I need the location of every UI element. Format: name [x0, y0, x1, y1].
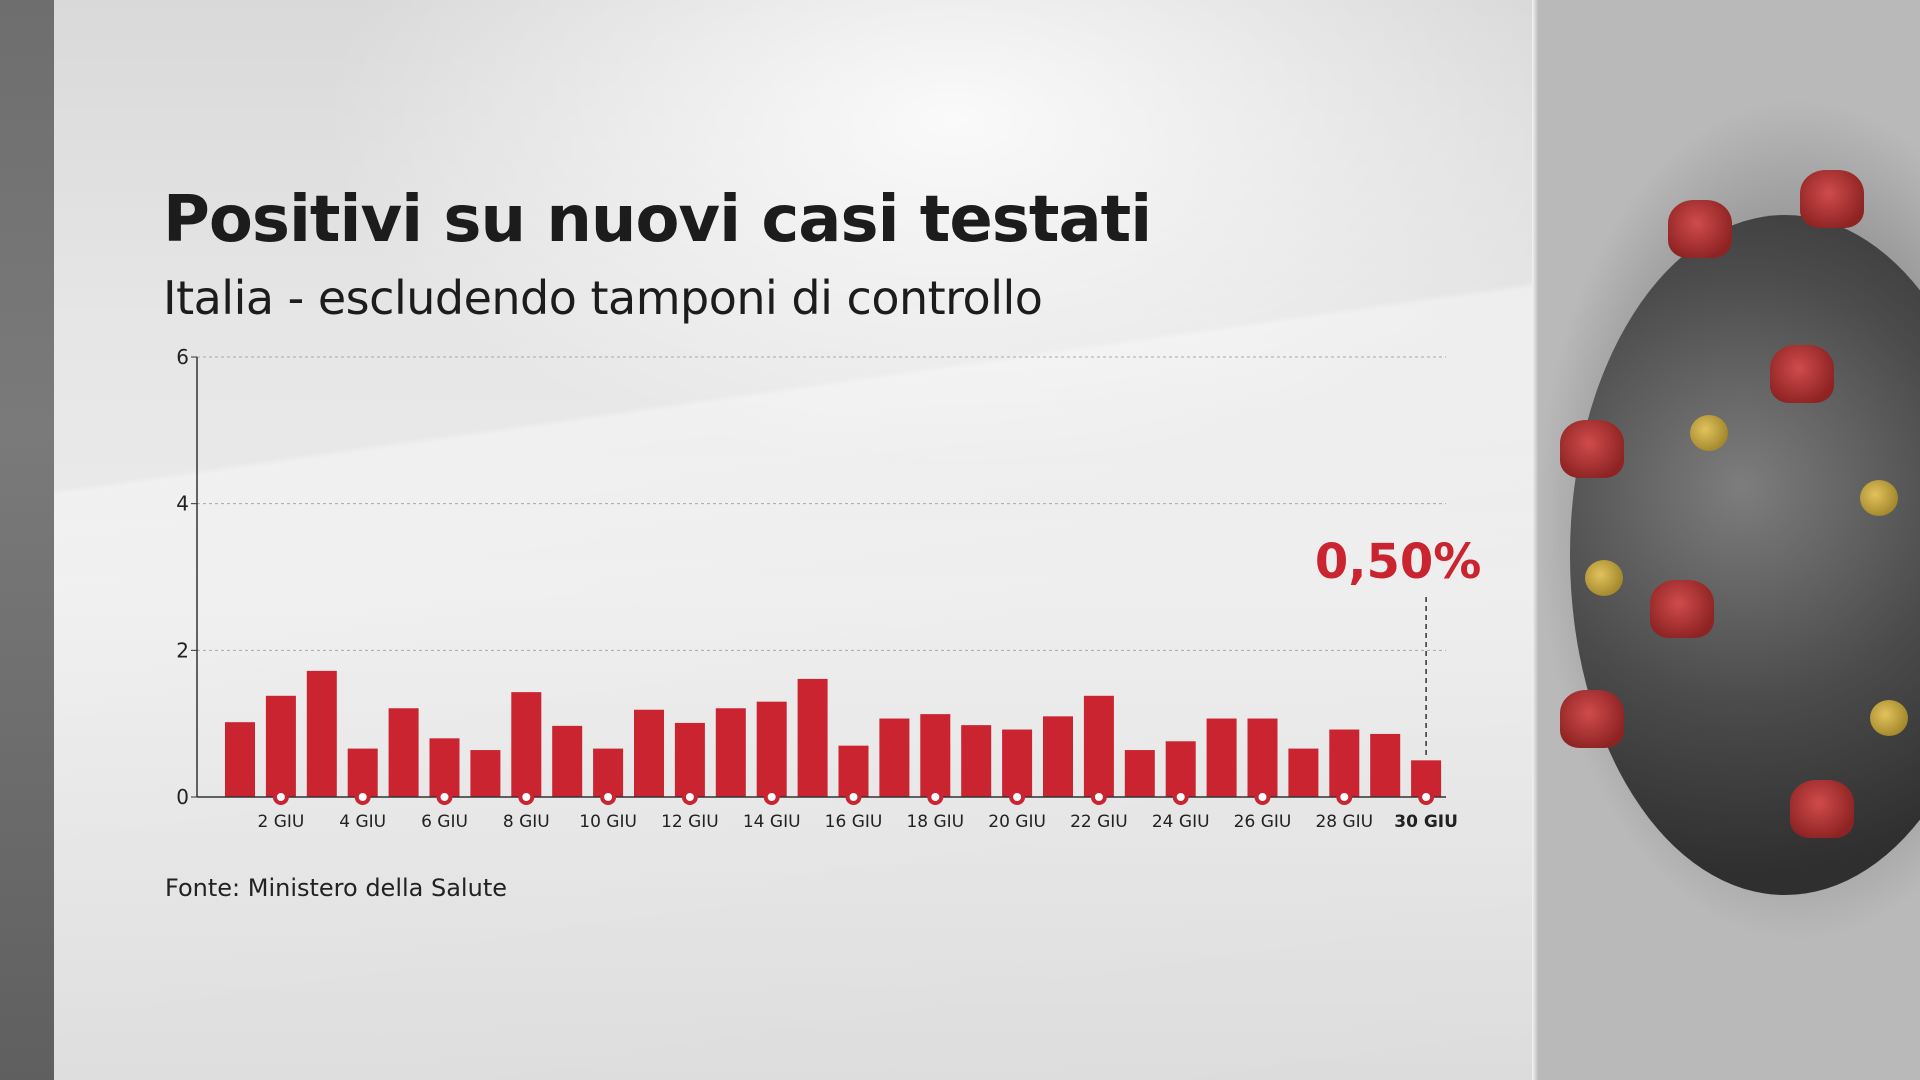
x-tick-label: 8 GIU: [503, 812, 550, 832]
x-tick-label: 4 GIU: [339, 812, 386, 832]
bar: [225, 722, 255, 797]
x-tick-marker: [927, 789, 944, 805]
bar: [961, 725, 992, 797]
virus-spike: [1560, 690, 1624, 748]
bar: [1370, 733, 1401, 797]
bar: [1083, 695, 1114, 797]
x-tick-label: 28 GIU: [1315, 812, 1373, 832]
x-tick-marker: [763, 789, 780, 805]
x-tick-marker: [272, 789, 289, 805]
bar: [429, 738, 460, 797]
bar: [1002, 729, 1033, 797]
left-border-strip: [0, 0, 54, 1080]
callout-label: 0,50%: [1315, 534, 1482, 590]
bar: [1165, 741, 1196, 797]
virus-protein: [1860, 480, 1898, 516]
bar: [879, 718, 910, 797]
bar: [674, 722, 705, 797]
bar: [388, 708, 419, 797]
bar: [1124, 750, 1155, 797]
x-tick-label: 12 GIU: [661, 812, 719, 832]
bar: [838, 745, 869, 797]
y-tick-label: 4: [176, 492, 189, 516]
virus-protein: [1870, 700, 1908, 736]
bar: [470, 750, 501, 797]
bar: [1247, 718, 1278, 797]
axes: 0 2 4 6: [176, 345, 1446, 809]
panel-divider: [1532, 0, 1538, 1080]
bar: [715, 708, 746, 797]
bars: [225, 670, 1442, 797]
virus-spike: [1770, 345, 1834, 403]
virus-spike: [1668, 200, 1732, 258]
background-sheen: [54, 0, 1534, 1080]
grid-lines: [197, 356, 1446, 651]
x-tick-label: 16 GIU: [825, 812, 883, 832]
chart-title: Positivi su nuovi casi testati: [163, 183, 1152, 257]
bar: [756, 701, 787, 797]
x-tick-marker: [1336, 789, 1353, 805]
bar: [1288, 748, 1319, 797]
x-tick-label: 6 GIU: [421, 812, 468, 832]
x-tick-label: 14 GIU: [743, 812, 801, 832]
callout: 0,50%: [1315, 534, 1482, 757]
bar: [1043, 716, 1073, 797]
bar: [511, 692, 542, 797]
virus-spike: [1560, 420, 1624, 478]
background-panel: [54, 0, 1534, 1080]
virus-protein: [1585, 560, 1623, 596]
x-tick-label: 18 GIU: [906, 812, 964, 832]
bar: [265, 695, 296, 797]
chart-subtitle: Italia - escludendo tamponi di controllo: [163, 271, 1043, 325]
y-tick-label: 6: [176, 345, 189, 369]
bar: [920, 714, 951, 797]
x-tick-label: 20 GIU: [988, 812, 1046, 832]
x-tick-marker: [1090, 789, 1107, 805]
bar: [593, 748, 624, 797]
x-tick-label: 22 GIU: [1070, 812, 1128, 832]
x-tick-label: 10 GIU: [579, 812, 637, 832]
bar: [552, 725, 583, 797]
x-tick-marker: [354, 789, 371, 805]
x-tick-marker: [600, 789, 617, 805]
x-tick-marker: [436, 789, 453, 805]
y-tick-label: 0: [176, 785, 189, 809]
x-tick-marker: [845, 789, 862, 805]
bar: [797, 678, 828, 797]
virus-spike: [1650, 580, 1714, 638]
x-tick-label: 26 GIU: [1234, 812, 1292, 832]
source-note: Fonte: Ministero della Salute: [165, 874, 507, 902]
x-tick-marker: [1418, 789, 1435, 805]
bar: [634, 709, 664, 797]
x-tick-marker: [1254, 789, 1271, 805]
bar: [1206, 718, 1237, 797]
virus-illustration: [1570, 215, 1920, 895]
x-tick-marker: [1172, 789, 1189, 805]
bar: [306, 670, 337, 797]
bar: [1329, 729, 1360, 797]
x-tick-marker: [681, 789, 698, 805]
x-tick-label: 30 GIU: [1394, 812, 1458, 832]
y-tick-label: 2: [176, 638, 189, 662]
virus-protein: [1690, 415, 1728, 451]
x-axis-ticks: 2 GIU 4 GIU 6 GIU 8 GIU 10 GIU 12 GIU 14 GIU 16…: [257, 789, 1458, 832]
x-tick-marker: [518, 789, 535, 805]
x-tick-label: 2 GIU: [257, 812, 304, 832]
virus-spike: [1800, 170, 1864, 228]
x-tick-marker: [1009, 789, 1026, 805]
virus-spike: [1790, 780, 1854, 838]
x-tick-label: 24 GIU: [1152, 812, 1210, 832]
bar: [347, 748, 378, 797]
